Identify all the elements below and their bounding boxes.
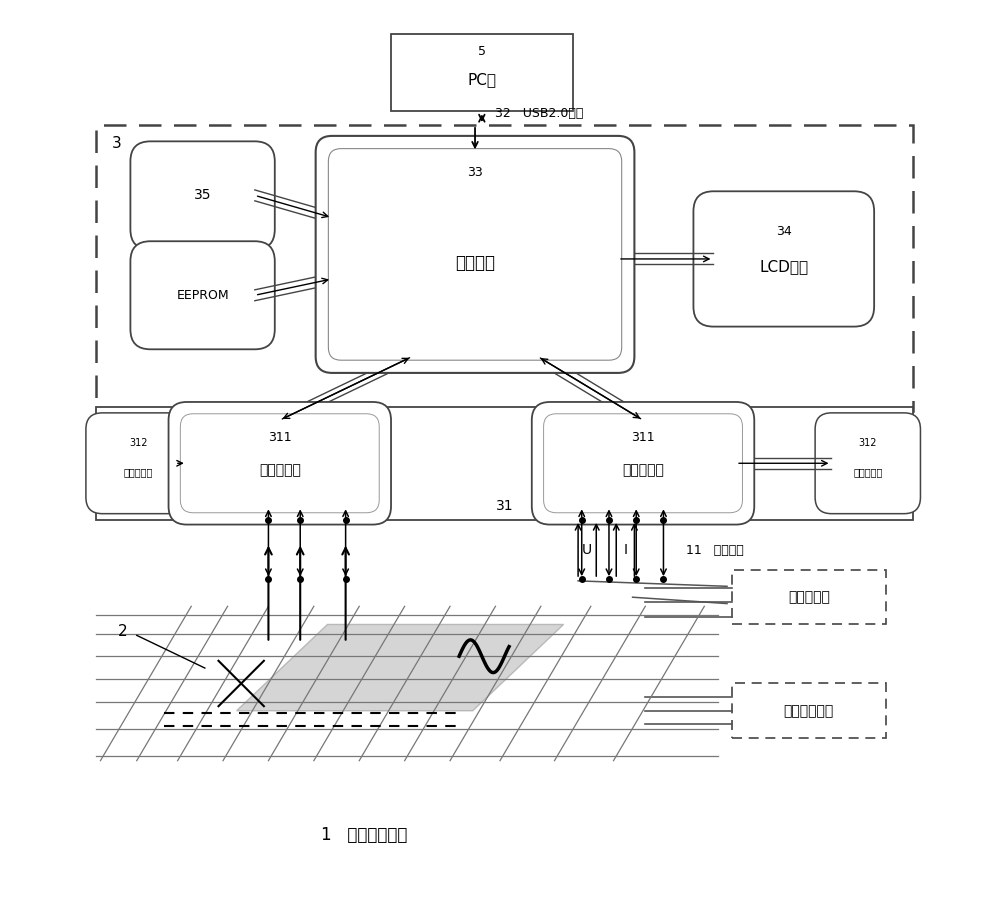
Text: 直流电信号: 直流电信号	[788, 590, 830, 604]
Text: 311: 311	[631, 431, 655, 444]
Bar	[732, 570, 886, 624]
Text: 2: 2	[118, 624, 128, 639]
FancyBboxPatch shape	[815, 413, 920, 514]
Text: 微控制器: 微控制器	[455, 254, 495, 273]
FancyBboxPatch shape	[130, 242, 275, 349]
Text: I: I	[623, 543, 627, 557]
Text: U: U	[582, 543, 592, 557]
Bar	[96, 407, 913, 520]
Text: 模数转换器: 模数转换器	[622, 464, 664, 478]
Text: LCD显示: LCD显示	[759, 259, 808, 274]
Bar	[732, 683, 886, 738]
Text: 33: 33	[467, 166, 483, 179]
Polygon shape	[237, 624, 564, 711]
Text: 1   变电站接地网: 1 变电站接地网	[321, 826, 407, 845]
FancyBboxPatch shape	[130, 141, 275, 250]
FancyBboxPatch shape	[532, 402, 754, 525]
Text: 正弦交流信号: 正弦交流信号	[784, 703, 834, 717]
Text: 3: 3	[112, 136, 122, 151]
FancyBboxPatch shape	[693, 191, 874, 326]
Text: 35: 35	[194, 188, 211, 202]
Text: 11   接地子网: 11 接地子网	[686, 544, 744, 557]
FancyBboxPatch shape	[544, 414, 742, 513]
Bar	[96, 125, 913, 411]
Text: 参考电位器: 参考电位器	[124, 467, 153, 478]
Text: 31: 31	[496, 499, 513, 513]
Text: PC机: PC机	[467, 73, 496, 88]
Text: 311: 311	[268, 431, 292, 444]
Text: 32   USB2.0接口: 32 USB2.0接口	[495, 107, 584, 120]
Text: 312: 312	[859, 438, 877, 448]
Text: 34: 34	[776, 225, 792, 238]
FancyBboxPatch shape	[316, 136, 634, 372]
Bar	[391, 34, 573, 112]
FancyBboxPatch shape	[180, 414, 379, 513]
FancyBboxPatch shape	[86, 413, 191, 514]
FancyBboxPatch shape	[169, 402, 391, 525]
Text: 参考电位器: 参考电位器	[853, 467, 882, 478]
Text: 312: 312	[129, 438, 148, 448]
FancyBboxPatch shape	[328, 148, 622, 361]
Text: 5: 5	[478, 45, 486, 58]
Text: 模数转换器: 模数转换器	[259, 464, 301, 478]
Text: EEPROM: EEPROM	[176, 289, 229, 301]
